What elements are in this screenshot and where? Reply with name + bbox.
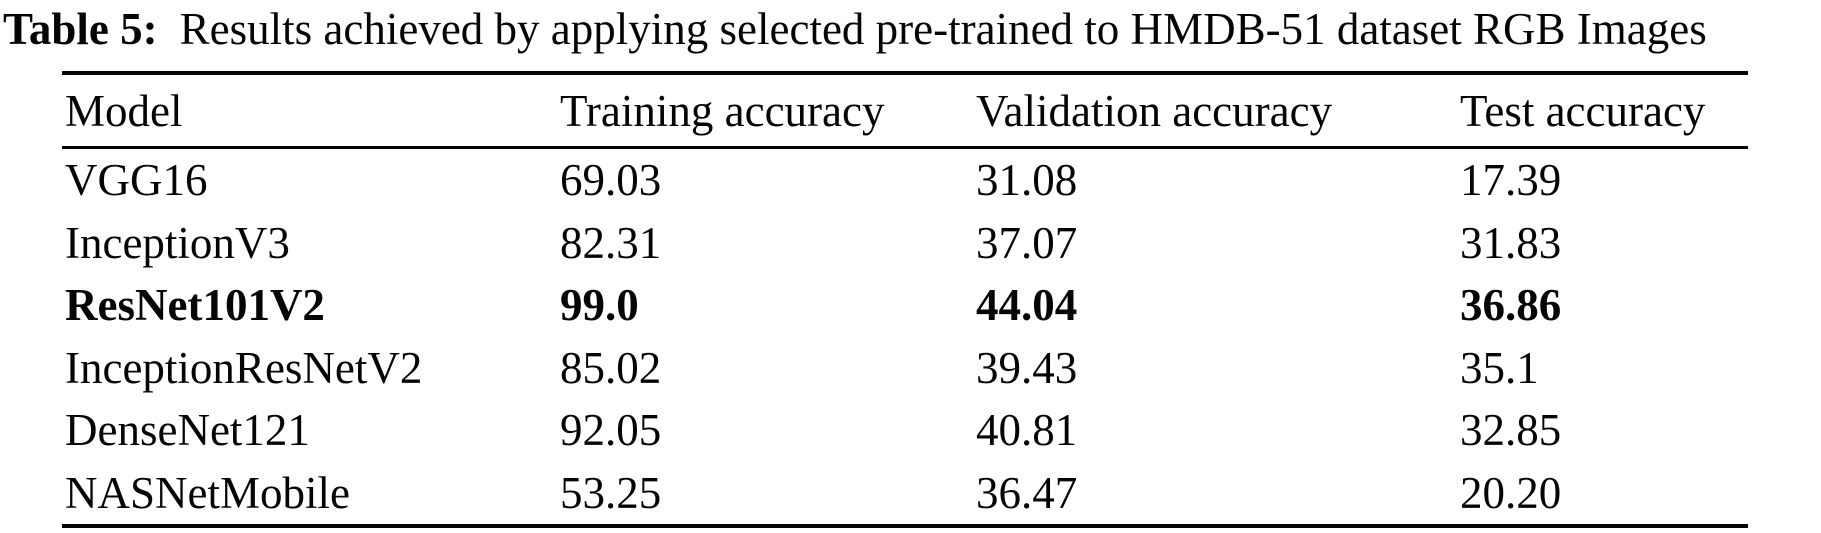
training-accuracy-cell: 85.02 <box>560 342 662 393</box>
test-accuracy-cell: 20.20 <box>1460 467 1562 518</box>
training-accuracy-cell: 53.25 <box>560 467 662 518</box>
training-accuracy-cell: 99.0 <box>560 280 639 331</box>
column-header-test-accuracy: Test accuracy <box>1460 85 1706 136</box>
model-cell: DenseNet121 <box>65 405 310 456</box>
model-cell: InceptionResNetV2 <box>65 342 423 393</box>
caption-text: Results achieved by applying selected pr… <box>179 4 1707 54</box>
model-cell: VGG16 <box>65 155 208 206</box>
validation-accuracy-cell: 36.47 <box>976 467 1078 518</box>
column-header-validation-accuracy: Validation accuracy <box>976 85 1333 136</box>
table-row: NASNetMobile 53.25 36.47 20.20 <box>62 462 1748 525</box>
validation-accuracy-cell: 44.04 <box>976 280 1078 331</box>
table-row: InceptionResNetV2 85.02 39.43 35.1 <box>62 337 1748 400</box>
training-accuracy-cell: 69.03 <box>560 155 662 206</box>
validation-accuracy-cell: 31.08 <box>976 155 1078 206</box>
test-accuracy-cell: 17.39 <box>1460 155 1562 206</box>
column-header-training-accuracy: Training accuracy <box>560 85 885 136</box>
results-table: Model Training accuracy Validation accur… <box>62 71 1748 528</box>
model-cell: ResNet101V2 <box>65 280 325 331</box>
validation-accuracy-cell: 37.07 <box>976 217 1078 268</box>
test-accuracy-cell: 32.85 <box>1460 405 1562 456</box>
table-row: InceptionV3 82.31 37.07 31.83 <box>62 212 1748 275</box>
table-row-highlighted: ResNet101V2 99.0 44.04 36.86 <box>62 274 1748 337</box>
training-accuracy-cell: 82.31 <box>560 217 662 268</box>
validation-accuracy-cell: 40.81 <box>976 405 1078 456</box>
table-caption: Table 5: Results achieved by applying sel… <box>3 0 1821 58</box>
test-accuracy-cell: 31.83 <box>1460 217 1562 268</box>
table-row: VGG16 69.03 31.08 17.39 <box>62 149 1748 212</box>
caption-label: Table 5: <box>3 4 158 54</box>
test-accuracy-cell: 35.1 <box>1460 342 1539 393</box>
model-cell: NASNetMobile <box>65 467 350 518</box>
training-accuracy-cell: 92.05 <box>560 405 662 456</box>
validation-accuracy-cell: 39.43 <box>976 342 1078 393</box>
test-accuracy-cell: 36.86 <box>1460 280 1562 331</box>
table-header-row: Model Training accuracy Validation accur… <box>62 75 1748 149</box>
column-header-model: Model <box>65 85 183 136</box>
model-cell: InceptionV3 <box>65 217 290 268</box>
table-row: DenseNet121 92.05 40.81 32.85 <box>62 399 1748 462</box>
